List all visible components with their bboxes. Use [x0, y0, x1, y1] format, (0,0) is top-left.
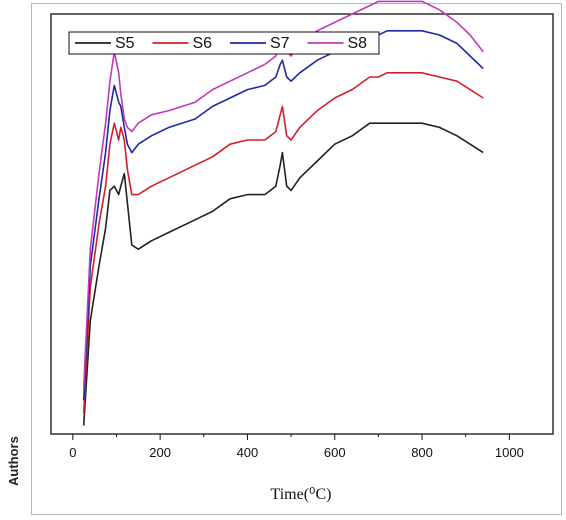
series-line-s8: [84, 1, 484, 387]
series-line-s5: [84, 123, 484, 425]
x-axis-label: Time(⁰C): [271, 486, 332, 503]
legend-label-s8: S8: [348, 35, 368, 52]
x-tick-label: 1000: [495, 445, 524, 460]
series-lines: [84, 1, 484, 425]
legend-label-s5: S5: [115, 35, 135, 52]
legend-label-s6: S6: [193, 35, 213, 52]
series-line-s7: [84, 31, 484, 401]
legend-label-s7: S7: [270, 35, 290, 52]
legend: S5 S6 S7 S8: [69, 32, 379, 54]
x-tick-label: 800: [411, 445, 433, 460]
x-tick-label: 200: [149, 445, 171, 460]
x-tick-label: 600: [324, 445, 346, 460]
axes: 0 200 400 600 800 1000: [51, 14, 553, 460]
x-tick-label: 400: [237, 445, 259, 460]
plot-border: [51, 14, 553, 434]
x-tick-label: 0: [69, 445, 76, 460]
